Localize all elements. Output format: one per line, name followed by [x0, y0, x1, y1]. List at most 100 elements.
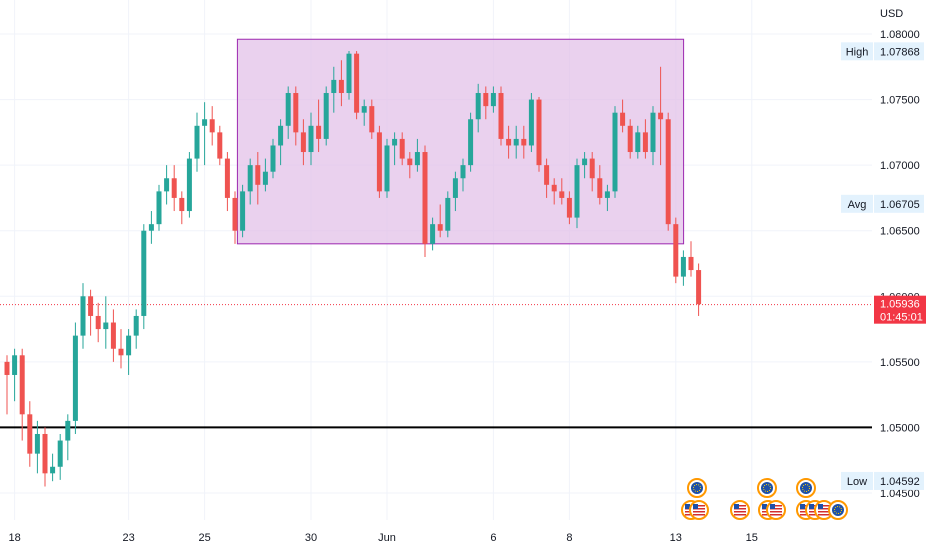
us-canton — [762, 504, 767, 509]
candle-body — [597, 178, 603, 198]
candle — [148, 211, 154, 244]
candle-body — [34, 433, 40, 454]
eu-flag-icon[interactable] — [828, 500, 848, 520]
high-badge-value: 1.07868 — [880, 46, 920, 58]
us-stripe — [693, 505, 705, 507]
candle-body — [392, 138, 398, 146]
high-badge: High 1.07868 — [841, 42, 924, 61]
candle — [521, 125, 527, 159]
candle-body — [72, 335, 78, 421]
low-badge: Low 1.04592 — [841, 471, 924, 490]
eu-flag-icon[interactable] — [687, 478, 707, 498]
candle — [445, 191, 451, 238]
x-tick-label: 18 — [8, 532, 20, 544]
candle — [506, 125, 512, 159]
eu-stars — [763, 484, 771, 492]
candle — [217, 125, 223, 166]
candle — [475, 83, 481, 133]
eu-disc — [761, 482, 773, 494]
event-ring — [689, 500, 709, 520]
us-canton — [685, 504, 690, 509]
candle-body — [361, 106, 367, 113]
candle-body — [148, 224, 154, 231]
y-tick-label: 1.05000 — [880, 422, 920, 434]
candle-body — [551, 184, 557, 192]
candle — [202, 102, 208, 166]
candle-body — [247, 165, 253, 192]
candle-body — [270, 145, 276, 172]
candle — [369, 99, 375, 139]
candle — [673, 217, 679, 284]
candle-body — [278, 125, 284, 146]
candle — [597, 165, 603, 205]
candle-body — [612, 112, 618, 192]
candle-body — [65, 420, 71, 441]
candle — [171, 165, 177, 212]
candle-body — [354, 53, 360, 113]
candle-body — [262, 171, 268, 185]
eu-flag-icon[interactable] — [757, 478, 777, 498]
candle — [392, 132, 398, 166]
candle-body — [300, 132, 306, 153]
last-price-bg — [874, 295, 926, 324]
candle-body — [475, 93, 481, 120]
us-flag-icon[interactable] — [766, 500, 786, 520]
price-axis[interactable]: 1.080001.075001.070001.065001.060001.055… — [880, 29, 920, 500]
candle — [437, 204, 443, 238]
time-axis[interactable]: 18 23 25 30 Jun 6 8 13 15 — [8, 532, 757, 544]
candle-body — [88, 296, 94, 316]
us-stripe — [818, 508, 830, 510]
candle-body — [323, 93, 329, 139]
x-tick-label: 25 — [198, 532, 210, 544]
candle-body — [437, 224, 443, 231]
candle-body — [186, 158, 192, 212]
candle-body — [620, 112, 626, 126]
candle-body — [559, 191, 565, 198]
candle-body — [95, 315, 101, 330]
candle — [50, 453, 56, 482]
us-stripe — [734, 508, 746, 510]
candle — [490, 86, 496, 113]
candle — [164, 165, 170, 205]
candle — [376, 125, 382, 198]
avg-badge-label: Avg — [848, 199, 867, 211]
candle-body — [57, 440, 63, 467]
us-canton — [818, 504, 823, 509]
candle — [680, 250, 686, 286]
candle — [566, 191, 572, 225]
y-tick-label: 1.07500 — [880, 95, 920, 107]
candle — [110, 309, 116, 362]
candle — [224, 152, 230, 212]
candle-body — [232, 197, 238, 231]
us-flag-icon[interactable] — [730, 500, 750, 520]
candle — [658, 66, 664, 166]
candle — [118, 329, 124, 369]
candle — [460, 158, 466, 192]
candle-body — [133, 315, 139, 336]
candle-body — [688, 256, 694, 271]
candle — [338, 60, 344, 107]
low-badge-value-bg — [874, 471, 924, 490]
candle — [186, 152, 192, 218]
us-canton — [734, 504, 739, 509]
candle — [650, 106, 656, 166]
candle — [19, 348, 25, 441]
eu-flag-icon[interactable] — [796, 478, 816, 498]
candle — [247, 158, 253, 205]
candle-body — [566, 197, 572, 218]
candle — [156, 184, 162, 231]
candle-body — [179, 197, 185, 212]
candle — [126, 329, 132, 375]
candle-body — [293, 93, 299, 133]
candle — [536, 96, 542, 172]
candle — [422, 145, 428, 257]
high-badge-label: High — [846, 46, 869, 58]
economic-events[interactable] — [681, 478, 848, 520]
us-flag-icon[interactable] — [689, 500, 709, 520]
us-stripe — [818, 511, 830, 513]
candle — [468, 112, 474, 172]
candle — [262, 158, 268, 192]
candle-body — [407, 158, 413, 166]
x-tick-label: Jun — [378, 532, 396, 544]
